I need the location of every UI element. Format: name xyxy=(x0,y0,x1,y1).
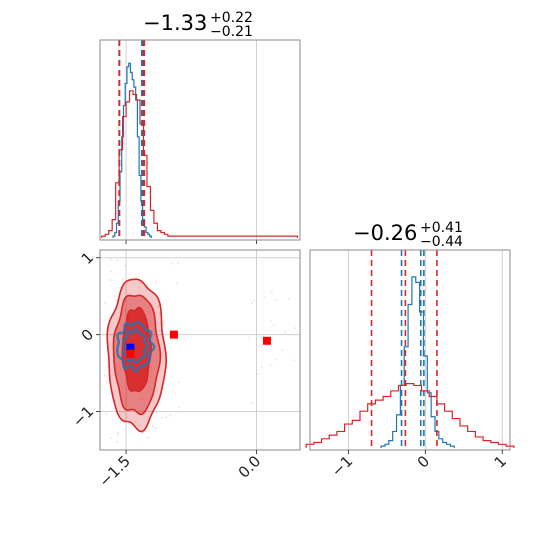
sample-point xyxy=(270,319,273,322)
sample-point xyxy=(116,259,119,262)
sample-point xyxy=(116,434,119,437)
hist-panel-1: −1.33 +0.22 −0.21 xyxy=(99,10,301,244)
sample-point xyxy=(137,286,140,289)
sample-point xyxy=(178,406,181,409)
sample-point xyxy=(155,412,158,415)
sample-point xyxy=(157,305,160,308)
sample-point xyxy=(109,270,112,273)
sample-point xyxy=(121,386,124,389)
x-tick-label: 0 xyxy=(414,452,433,471)
sample-point xyxy=(175,282,178,285)
sample-point xyxy=(124,264,127,267)
sample-point xyxy=(149,365,152,368)
sample-point xyxy=(154,427,157,430)
hist-panel-1-title-upper: +0.22 xyxy=(210,10,253,26)
sample-point xyxy=(110,258,113,261)
hist-panel-2-title-value: −0.26 xyxy=(353,221,417,245)
sample-point xyxy=(176,262,179,265)
x-tick-label: 0.0 xyxy=(235,452,265,482)
sample-point xyxy=(140,397,143,400)
sample-point xyxy=(294,327,297,330)
y-tick-label: 1 xyxy=(78,248,97,267)
sample-point xyxy=(120,368,123,371)
x-tick-label: −1 xyxy=(328,452,356,480)
square-marker xyxy=(262,336,271,345)
contour-panel: −1.5 0.0 1 0 −1 xyxy=(69,248,301,491)
square-marker xyxy=(169,330,178,339)
sample-point xyxy=(124,397,127,400)
hist-panel-1-title-value: −1.33 xyxy=(143,11,207,35)
hist-panel-2-frame xyxy=(309,249,511,451)
sample-point xyxy=(155,280,158,283)
sample-point xyxy=(105,412,108,415)
blue-contour-level-0 xyxy=(116,320,156,373)
sample-point xyxy=(152,425,155,428)
sample-point xyxy=(155,389,158,392)
hist-panel-1-frame xyxy=(99,39,301,241)
sample-point xyxy=(260,366,263,369)
x-tick-label: 1 xyxy=(491,452,510,471)
hist-panel-2: −1 0 1 −0.26 +0.41 −0.44 xyxy=(305,220,515,480)
hist-step-series-1 xyxy=(101,90,298,238)
sample-point xyxy=(173,392,176,395)
blue-contour-level-1 xyxy=(122,327,149,364)
sample-point xyxy=(165,416,168,419)
sample-point xyxy=(138,424,141,427)
sample-point xyxy=(178,381,181,384)
sample-point xyxy=(138,398,141,401)
sample-point xyxy=(146,436,149,439)
sample-point xyxy=(169,414,172,417)
sample-point xyxy=(145,287,148,290)
sample-point xyxy=(161,416,164,419)
sample-point xyxy=(170,262,173,265)
hist-panel-2-title-lower: −0.44 xyxy=(420,234,463,250)
hist-panel-1-title-lower: −0.21 xyxy=(210,24,253,40)
sample-point xyxy=(274,358,277,361)
sample-point xyxy=(264,296,267,299)
sample-point xyxy=(113,294,116,297)
sample-point xyxy=(158,312,161,315)
sample-point xyxy=(256,373,259,376)
sample-point xyxy=(117,432,120,435)
sample-point xyxy=(122,278,125,281)
sample-point xyxy=(134,421,137,424)
sample-point xyxy=(109,437,112,440)
hist-step-series-0 xyxy=(380,276,455,448)
sample-point xyxy=(293,359,296,362)
sample-point xyxy=(248,336,251,339)
sample-point xyxy=(250,302,253,305)
square-marker xyxy=(126,349,135,358)
sample-point xyxy=(269,364,272,367)
sample-point xyxy=(253,299,256,302)
sample-point xyxy=(103,374,106,377)
y-tick-label: 0 xyxy=(78,325,97,344)
sample-point xyxy=(287,297,290,300)
sample-point xyxy=(150,367,153,370)
sample-point xyxy=(284,331,287,334)
hist-panel-2-title-upper: +0.41 xyxy=(420,220,463,236)
sample-point xyxy=(251,402,254,405)
sample-point xyxy=(115,298,118,301)
sample-point xyxy=(142,431,145,434)
sample-point xyxy=(281,349,284,352)
sample-point xyxy=(156,321,159,324)
sample-point xyxy=(162,320,165,323)
sample-point xyxy=(116,441,119,444)
x-tick-label: −1.5 xyxy=(95,452,133,490)
y-tick-label: −1 xyxy=(69,402,97,430)
sample-point xyxy=(274,299,277,302)
hist-step-series-1 xyxy=(305,383,515,448)
contour-panel-frame xyxy=(99,249,301,451)
sample-point xyxy=(270,291,273,294)
sample-point xyxy=(272,324,275,327)
sample-point xyxy=(142,397,145,400)
square-marker xyxy=(126,343,135,352)
sample-point xyxy=(104,301,107,304)
sample-point xyxy=(109,279,112,282)
sample-point xyxy=(124,299,127,302)
